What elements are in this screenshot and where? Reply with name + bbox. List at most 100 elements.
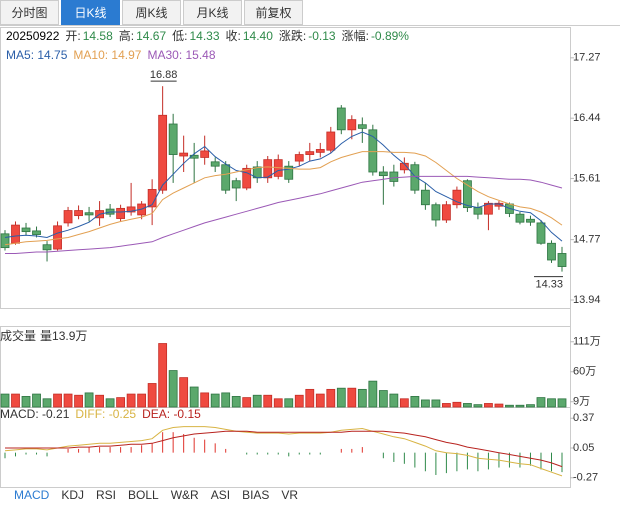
ma-line xyxy=(4,151,563,246)
candle-body xyxy=(284,165,294,180)
quote-value: -0.89% xyxy=(370,29,409,43)
indicator-tab[interactable]: W&R xyxy=(170,488,199,502)
quote-label: 高: xyxy=(118,29,135,43)
ma-legend: MA514.75 MA1014.97 MA3015.48 xyxy=(6,48,222,62)
indicator-tab[interactable]: BOLL xyxy=(128,488,159,502)
volume-bar xyxy=(95,394,104,408)
quote-label: 收: xyxy=(225,29,241,43)
y-tick-label: 13.94 xyxy=(573,294,601,306)
volume-bar xyxy=(21,396,31,408)
legend-name: DEA xyxy=(142,407,173,421)
legend-value: -0.25 xyxy=(108,407,137,421)
candle-body xyxy=(336,107,346,131)
volume-bar xyxy=(53,393,62,408)
y-tick-label: 0.37 xyxy=(573,412,594,424)
legend-value: 14.75 xyxy=(37,48,68,62)
quote-value: 14.58 xyxy=(82,29,113,43)
legend-name: MA5 xyxy=(6,48,37,62)
indicator-tab[interactable]: BIAS xyxy=(242,488,270,502)
volume-bar xyxy=(378,390,388,408)
period-tab[interactable]: 分时图 xyxy=(0,0,59,25)
volume-bar xyxy=(116,397,126,408)
candle-body xyxy=(84,212,94,216)
volume-bar xyxy=(515,404,525,408)
candle-body xyxy=(63,210,73,224)
volume-bar xyxy=(126,393,136,408)
indicator-tab[interactable]: RSI xyxy=(96,488,117,502)
candle-body xyxy=(463,180,472,209)
volume-bar xyxy=(420,399,430,408)
period-tab[interactable]: 月K线 xyxy=(183,0,242,25)
ma-line xyxy=(4,131,563,242)
period-tab[interactable]: 日K线 xyxy=(61,0,120,25)
period-tab[interactable]: 周K线 xyxy=(122,0,181,25)
volume-bar xyxy=(494,403,504,408)
candle-body xyxy=(473,207,483,215)
volume-bar xyxy=(147,383,157,408)
volume-bar xyxy=(557,398,567,408)
volume-bar xyxy=(526,404,535,408)
volume-bar xyxy=(200,392,210,408)
candle-body xyxy=(126,206,136,213)
candle-body xyxy=(494,202,504,207)
candle-body xyxy=(294,154,304,162)
candle-body xyxy=(189,154,199,159)
volume-bar xyxy=(484,403,493,408)
volume-bar xyxy=(399,398,409,408)
volume-bar xyxy=(158,343,168,408)
legend-value: 14.97 xyxy=(111,48,142,62)
quote-label: 低: xyxy=(172,29,188,43)
candle-body xyxy=(536,222,546,244)
indicator-tab[interactable]: MACD xyxy=(14,488,50,502)
volume-bar xyxy=(42,398,52,408)
volume-bar xyxy=(536,397,546,408)
candle-body xyxy=(200,150,210,158)
candle-body xyxy=(242,167,252,189)
candle-body xyxy=(431,204,441,221)
y-tick-label: 17.27 xyxy=(573,52,601,64)
candle-body xyxy=(484,202,493,215)
volume-bar xyxy=(74,394,83,408)
candle-body xyxy=(210,161,220,167)
candle-body xyxy=(526,218,535,223)
volume-bar xyxy=(221,392,231,408)
annotation: 14.33 xyxy=(535,279,563,291)
quote-label: 涨跌: xyxy=(278,29,307,43)
candle-body xyxy=(441,204,451,221)
candle-body xyxy=(179,152,189,157)
candle-body xyxy=(158,114,168,191)
candle-body xyxy=(168,123,178,155)
volume-bar xyxy=(547,398,556,408)
macd-title: MACD-0.21 DIFF-0.25 DEA-0.15 xyxy=(0,407,207,421)
volume-bar xyxy=(63,393,73,408)
volume-bar xyxy=(263,394,273,408)
legend-name: MACD xyxy=(0,407,42,421)
quote-label: 开: xyxy=(65,29,81,43)
volume-bar xyxy=(210,393,220,408)
indicator-tab[interactable]: KDJ xyxy=(61,488,85,502)
volume-bar xyxy=(242,397,252,408)
indicator-tab[interactable]: VR xyxy=(281,488,299,502)
period-tab[interactable]: 前复权 xyxy=(244,0,303,25)
volume-bar xyxy=(336,387,346,408)
quote-value: 14.33 xyxy=(189,29,220,43)
macd-line xyxy=(4,426,563,477)
volume-bar xyxy=(32,393,41,408)
volume-title: 成交量 量13.9万 xyxy=(0,329,90,343)
macd-line xyxy=(5,430,563,468)
candle-body xyxy=(410,164,420,191)
legend-name: MA30 xyxy=(147,48,185,62)
legend-value: -0.21 xyxy=(42,407,70,421)
volume-bar xyxy=(11,393,20,408)
legend-name: DIFF xyxy=(75,407,108,421)
volume-bar xyxy=(463,403,472,408)
indicator-tab[interactable]: ASI xyxy=(210,488,231,502)
y-tick-label: 111万 xyxy=(573,336,601,348)
y-tick-label: -0.27 xyxy=(573,472,598,484)
legend-value: -0.15 xyxy=(173,407,201,421)
candle-body xyxy=(74,210,83,217)
candle-body xyxy=(53,225,62,250)
volume-bar xyxy=(315,393,325,408)
quote-label: 涨幅: xyxy=(341,29,369,43)
